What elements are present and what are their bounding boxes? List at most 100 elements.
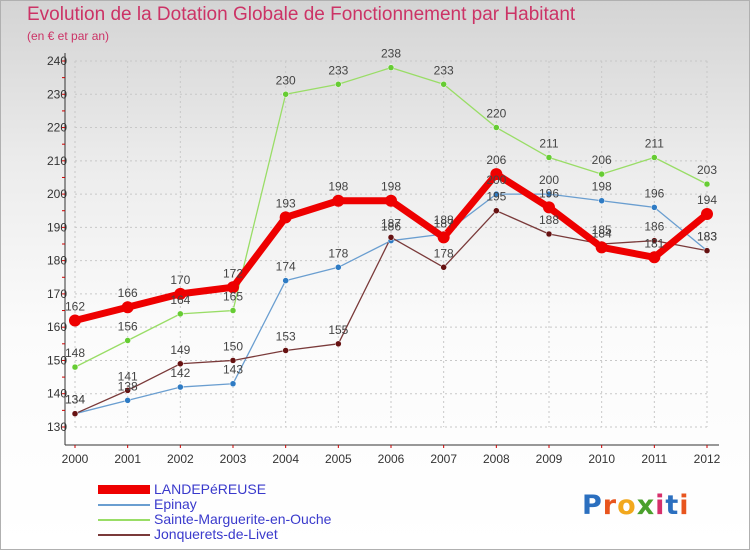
y-tick-label: 190 (47, 220, 67, 234)
data-point (701, 208, 713, 221)
data-label: 193 (276, 196, 296, 210)
data-label: 185 (592, 223, 612, 237)
data-point (543, 201, 555, 214)
data-point (124, 397, 131, 404)
data-point (493, 190, 500, 198)
x-tick-label: 2002 (167, 452, 194, 466)
data-label: 153 (276, 329, 296, 343)
data-label: 188 (434, 213, 454, 227)
data-point (440, 81, 447, 88)
logo-letter: i (655, 490, 666, 521)
y-tick-label: 240 (47, 54, 67, 68)
data-point (332, 194, 345, 207)
x-tick-label: 2011 (641, 452, 667, 466)
data-point (335, 264, 342, 271)
data-point (69, 314, 81, 327)
data-label: 200 (486, 173, 506, 187)
data-point (124, 387, 131, 394)
data-point (282, 91, 289, 98)
y-tick-label: 140 (47, 387, 67, 401)
x-tick-label: 2001 (114, 452, 141, 466)
data-label: 195 (486, 190, 506, 204)
data-point (387, 64, 395, 71)
data-label: 187 (434, 216, 454, 230)
data-point (493, 207, 500, 214)
data-label: 170 (170, 273, 190, 287)
data-point (651, 237, 658, 244)
data-label: 149 (170, 343, 190, 357)
data-label: 211 (539, 136, 558, 150)
data-label: 187 (381, 216, 401, 230)
data-point (229, 307, 237, 314)
data-label: 172 (223, 266, 243, 280)
y-tick-label: 230 (47, 87, 67, 101)
data-label: 148 (65, 346, 85, 360)
x-tick-label: 2005 (325, 452, 352, 466)
data-label: 134 (65, 393, 85, 407)
x-tick-label: 2004 (272, 452, 299, 466)
data-label: 134 (65, 393, 85, 407)
logo-letter: x (636, 490, 656, 521)
x-tick-label: 2006 (378, 452, 405, 466)
data-label: 181 (644, 236, 664, 250)
data-label: 200 (539, 173, 559, 187)
data-point (71, 363, 79, 371)
logo-letter: P (582, 490, 603, 521)
chart-legend: LANDEPéREUSE Epinay Sainte-Marguerite-en… (98, 482, 428, 542)
legend-item-landepereuse: LANDEPéREUSE (98, 482, 428, 497)
chart-subtitle: (en € et par an) (27, 29, 110, 43)
data-label: 142 (170, 366, 190, 380)
data-point (648, 251, 661, 264)
data-point (703, 247, 711, 254)
data-label: 183 (697, 230, 717, 244)
chart-title: Evolution de la Dotation Globale de Fonc… (27, 4, 576, 25)
legend-item-sainte-marguerite: Sainte-Marguerite-en-Ouche (98, 512, 428, 527)
data-point (545, 230, 553, 238)
data-point (335, 81, 342, 88)
y-tick-label: 160 (47, 320, 67, 334)
legend-swatch (98, 519, 150, 521)
x-tick-label: 2010 (588, 452, 615, 466)
data-label: 196 (539, 186, 559, 200)
data-point (71, 410, 79, 417)
data-label: 194 (697, 193, 717, 207)
data-point (229, 357, 237, 364)
y-tick-label: 210 (47, 154, 67, 168)
data-point (493, 124, 500, 131)
data-label: 164 (170, 293, 190, 307)
y-tick-label: 200 (47, 187, 67, 201)
data-label: 198 (328, 180, 348, 194)
data-label: 155 (328, 323, 348, 337)
data-point (174, 287, 187, 300)
data-point (282, 277, 289, 284)
data-label: 150 (223, 339, 243, 353)
data-point (387, 234, 395, 241)
logo-letter: t (665, 490, 680, 521)
data-point (598, 197, 605, 204)
legend-label: Epinay (154, 496, 197, 512)
y-tick-label: 220 (47, 121, 67, 135)
legend-label: Sainte-Marguerite-en-Ouche (154, 511, 332, 527)
data-label: 206 (486, 153, 506, 167)
data-label: 174 (276, 260, 296, 274)
data-label: 178 (328, 246, 348, 260)
x-tick-label: 2009 (536, 452, 563, 466)
data-point (440, 264, 447, 271)
legend-label: Jonquerets-de-Livet (154, 526, 278, 542)
proxiti-logo: Proxiti (582, 490, 690, 521)
logo-letter: o (617, 490, 637, 521)
data-label: 186 (381, 220, 401, 234)
data-label: 211 (645, 136, 664, 150)
data-label: 188 (539, 213, 559, 227)
legend-label: LANDEPéREUSE (154, 481, 267, 497)
data-label: 198 (381, 180, 401, 194)
data-label: 178 (434, 246, 454, 260)
y-tick-label: 150 (47, 353, 67, 367)
logo-letter: i (679, 490, 690, 521)
data-point (490, 168, 503, 181)
data-label: 233 (328, 63, 348, 77)
data-point (385, 194, 397, 207)
legend-item-jonquerets: Jonquerets-de-Livet (98, 527, 428, 542)
